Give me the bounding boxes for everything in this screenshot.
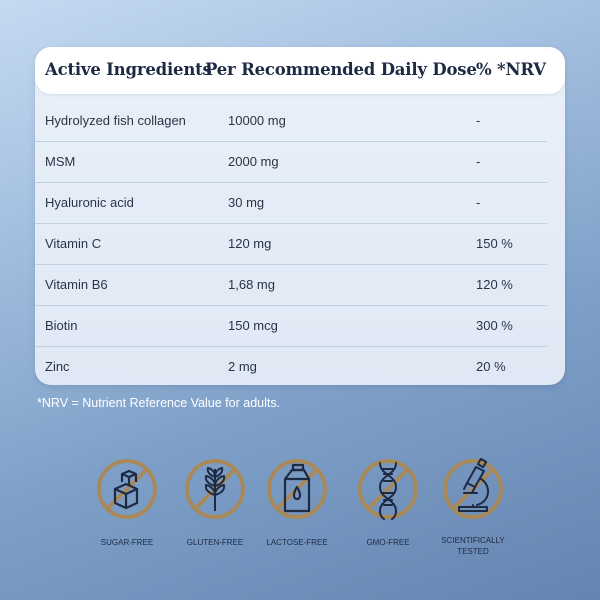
table-row: Zinc 2 mg 20 %: [35, 347, 547, 385]
header-daily-dose: Per Recommended Daily Dose: [205, 60, 477, 79]
microscope-icon: [443, 457, 503, 519]
badge-gmo-free: GMO-FREE: [343, 455, 433, 565]
ingredient-dose: 120 mg: [228, 236, 272, 251]
ingredient-name: MSM: [45, 154, 76, 169]
ingredient-dose: 1,68 mg: [228, 277, 275, 292]
table-row: MSM 2000 mg -: [35, 142, 547, 183]
ingredient-nrv: -: [476, 154, 481, 169]
ingredient-nrv: 150 %: [476, 236, 513, 251]
ingredient-name: Vitamin C: [45, 236, 102, 251]
ingredient-nrv: -: [476, 195, 481, 210]
header-active-ingredients: Active Ingredients: [45, 60, 212, 79]
ingredient-dose: 2 mg: [228, 359, 257, 374]
table-row: Biotin 150 mcg 300 %: [35, 306, 547, 347]
badge-sugar-free: SUGAR-FREE: [82, 455, 172, 565]
wheat-icon: [185, 459, 245, 519]
badge-label: SCIENTIFICALLY TESTED: [441, 536, 505, 556]
badge-gluten-free: GLUTEN-FREE: [170, 455, 260, 565]
badge-label: LACTOSE-FREE: [266, 538, 328, 547]
ingredient-dose: 150 mcg: [228, 318, 278, 333]
badge-label: GLUTEN-FREE: [186, 538, 244, 547]
ingredient-name: Biotin: [45, 318, 78, 333]
table-row: Hydrolyzed fish collagen 10000 mg -: [35, 101, 547, 142]
dna-icon: [358, 459, 418, 520]
ingredients-table: Active Ingredients Per Recommended Daily…: [35, 47, 565, 385]
badge-label: GMO-FREE: [366, 538, 410, 547]
ingredient-name: Hydrolyzed fish collagen: [45, 113, 186, 128]
milk-carton-icon: [267, 459, 327, 519]
nrv-footnote: *NRV = Nutrient Reference Value for adul…: [37, 396, 281, 410]
ingredient-nrv: 300 %: [476, 318, 513, 333]
table-row: Hyaluronic acid 30 mg -: [35, 183, 547, 224]
ingredient-nrv: -: [476, 113, 481, 128]
ingredient-name: Zinc: [45, 359, 70, 374]
ingredient-name: Hyaluronic acid: [45, 195, 134, 210]
ingredient-dose: 30 mg: [228, 195, 265, 210]
header-nrv: % *NRV: [476, 60, 546, 79]
table-row: Vitamin C 120 mg 150 %: [35, 224, 547, 265]
badge-lactose-free: LACTOSE-FREE: [252, 455, 342, 565]
ingredient-dose: 10000 mg: [228, 113, 286, 128]
badge-row: SUGAR-FREE GLUTEN-FREE: [0, 455, 600, 565]
table-row: Vitamin B6 1,68 mg 120 %: [35, 265, 547, 306]
badge-label: SUGAR-FREE: [100, 538, 154, 547]
badge-scientifically-tested: SCIENTIFICALLY TESTED: [428, 455, 518, 565]
ingredient-name: Vitamin B6: [45, 277, 108, 292]
table-header: Active Ingredients Per Recommended Daily…: [35, 47, 565, 94]
sugar-cubes-icon: [97, 459, 157, 519]
ingredient-nrv: 120 %: [476, 277, 513, 292]
ingredient-nrv: 20 %: [476, 359, 506, 374]
ingredient-dose: 2000 mg: [228, 154, 279, 169]
